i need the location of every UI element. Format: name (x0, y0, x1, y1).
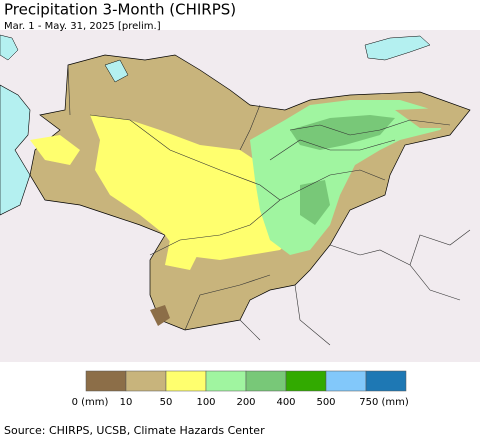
legend-swatch (165, 370, 207, 392)
legend-swatch (85, 370, 127, 392)
legend-swatch (365, 370, 407, 392)
legend: 0 (mm) 10 50 100 200 400 500 750 (mm) (72, 370, 409, 408)
source: Source: CHIRPS, UCSB, Climate Hazards Ce… (4, 424, 265, 437)
aral-sea (104, 59, 129, 83)
lake-balkhash (364, 35, 431, 61)
legend-label: 10 (120, 397, 133, 408)
legend-swatch (285, 370, 327, 392)
region-50mm-2 (30, 135, 200, 270)
legend-label: 750 (mm) (359, 397, 409, 408)
caspian-sea (0, 84, 31, 216)
title: Precipitation 3-Month (CHIRPS) (4, 1, 236, 19)
lake (0, 34, 19, 61)
legend-swatch (325, 370, 367, 392)
legend-label: 500 (316, 397, 335, 408)
region-dry-east (395, 108, 460, 128)
map (0, 30, 480, 362)
legend-swatch (205, 370, 247, 392)
region-0mm (150, 305, 170, 326)
subtitle: Mar. 1 - May. 31, 2025 [prelim.] (4, 21, 161, 32)
legend-label: 0 (mm) (72, 397, 109, 408)
legend-label: 100 (196, 397, 215, 408)
legend-swatch (245, 370, 287, 392)
legend-swatch (125, 370, 167, 392)
borders (67, 64, 471, 346)
legend-label: 50 (160, 397, 173, 408)
region-200mm (290, 115, 395, 225)
region-50mm (90, 115, 320, 260)
legend-label: 400 (276, 397, 295, 408)
legend-label: 200 (236, 397, 255, 408)
